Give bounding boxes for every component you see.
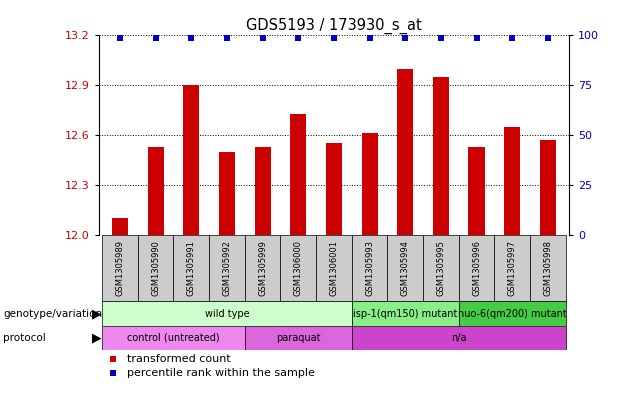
Text: GSM1305990: GSM1305990 [151, 240, 160, 296]
Bar [352, 235, 387, 301]
Text: GSM1306000: GSM1306000 [294, 240, 303, 296]
Bar [245, 235, 280, 301]
Bar [174, 235, 209, 301]
Bar [423, 235, 459, 301]
Bar [504, 127, 520, 235]
Bar [352, 301, 459, 326]
Bar [280, 235, 316, 301]
Text: protocol: protocol [3, 333, 46, 343]
Title: GDS5193 / 173930_s_at: GDS5193 / 173930_s_at [246, 18, 422, 34]
Text: GSM1305996: GSM1305996 [472, 240, 481, 296]
Text: GSM1305992: GSM1305992 [223, 240, 232, 296]
Text: transformed count: transformed count [127, 354, 231, 364]
Bar [254, 147, 270, 235]
Text: GSM1305998: GSM1305998 [543, 240, 552, 296]
Bar [459, 235, 494, 301]
Bar [112, 218, 128, 235]
Text: GSM1305989: GSM1305989 [116, 240, 125, 296]
Bar [148, 147, 163, 235]
Text: isp-1(qm150) mutant: isp-1(qm150) mutant [353, 309, 457, 319]
Text: paraquat: paraquat [276, 333, 321, 343]
Text: percentile rank within the sample: percentile rank within the sample [127, 369, 315, 378]
Bar [290, 114, 307, 235]
Bar [245, 326, 352, 350]
Bar [102, 235, 138, 301]
Text: ▶: ▶ [92, 331, 102, 345]
Text: GSM1305993: GSM1305993 [365, 240, 374, 296]
Bar [433, 77, 449, 235]
Bar [219, 152, 235, 235]
Bar [530, 235, 565, 301]
Bar [540, 140, 556, 235]
Bar [316, 235, 352, 301]
Bar [352, 326, 565, 350]
Text: control (untreated): control (untreated) [127, 333, 220, 343]
Bar [398, 69, 413, 235]
Text: wild type: wild type [205, 309, 249, 319]
Bar [138, 235, 174, 301]
Text: GSM1305999: GSM1305999 [258, 240, 267, 296]
Text: GSM1306001: GSM1306001 [329, 240, 338, 296]
Bar [209, 235, 245, 301]
Bar [361, 134, 378, 235]
Text: n/a: n/a [451, 333, 466, 343]
Text: GSM1305991: GSM1305991 [187, 240, 196, 296]
Bar [102, 326, 245, 350]
Text: nuo-6(qm200) mutant: nuo-6(qm200) mutant [458, 309, 567, 319]
Bar [326, 143, 342, 235]
Bar [459, 301, 565, 326]
Text: genotype/variation: genotype/variation [3, 309, 102, 319]
Bar [183, 85, 199, 235]
Bar [469, 147, 485, 235]
Text: GSM1305997: GSM1305997 [508, 240, 516, 296]
Text: GSM1305994: GSM1305994 [401, 240, 410, 296]
Bar [494, 235, 530, 301]
Bar [387, 235, 423, 301]
Text: ▶: ▶ [92, 307, 102, 320]
Text: GSM1305995: GSM1305995 [436, 240, 445, 296]
Bar [102, 301, 352, 326]
